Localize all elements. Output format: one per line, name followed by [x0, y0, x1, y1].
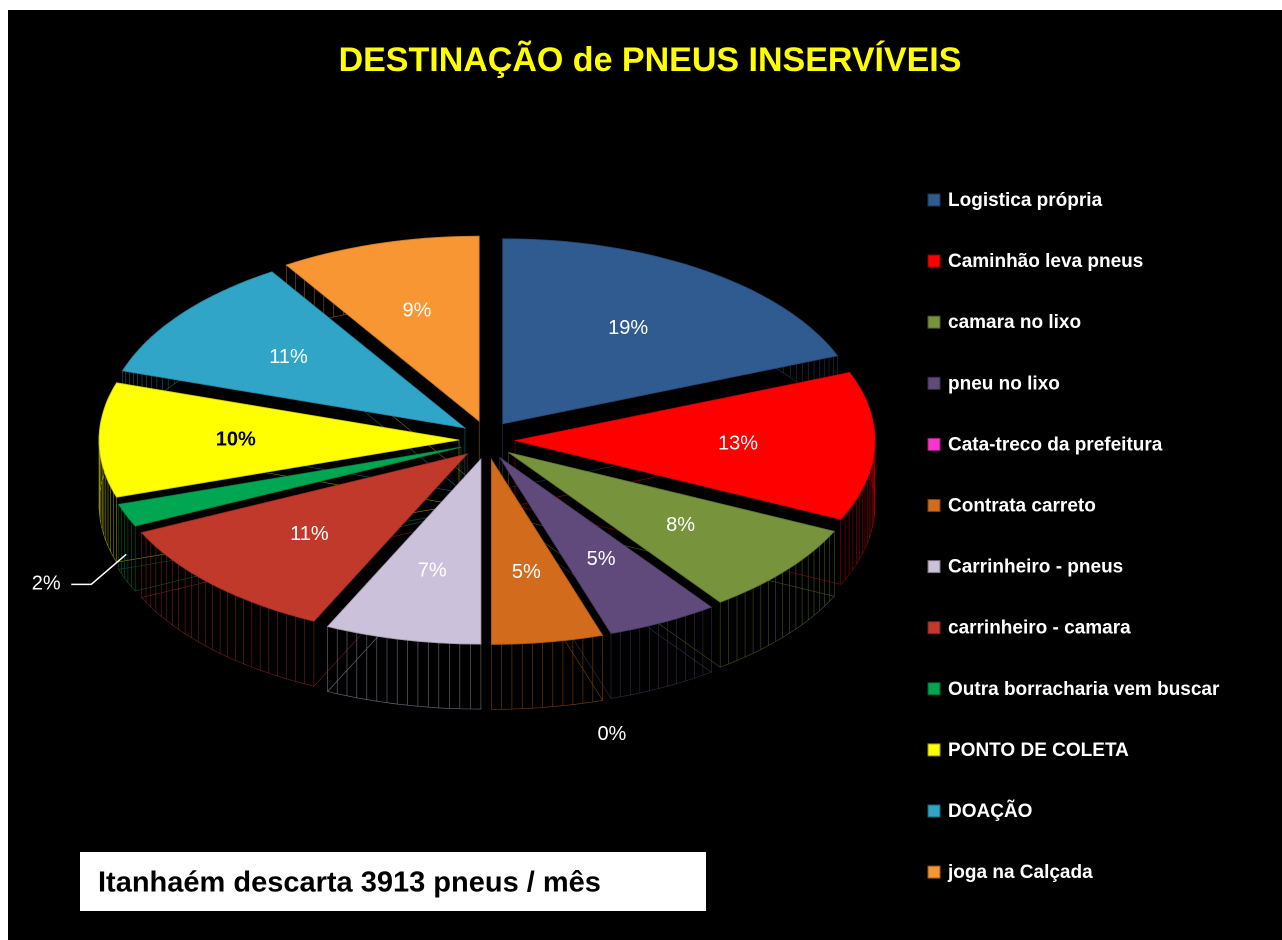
leader-line — [71, 553, 127, 586]
slice-top — [491, 458, 604, 645]
legend-label: pneu no lixo — [948, 373, 1060, 394]
slice-top — [499, 457, 713, 634]
slice-top — [117, 446, 462, 527]
legend-swatch — [927, 437, 941, 451]
legend-swatch — [927, 499, 941, 512]
data-label: 11% — [269, 346, 308, 368]
legend-swatch — [927, 315, 941, 329]
legend-swatch — [927, 804, 941, 818]
data-label: 5% — [587, 548, 616, 570]
legend-label: Logistica própria — [948, 190, 1103, 211]
chart-title: DESTINAÇÃO de PNEUS INSERVÍVEIS — [339, 41, 962, 79]
legend-swatch — [927, 621, 941, 635]
slice — [140, 453, 469, 688]
legend-swatch — [927, 682, 941, 696]
legend-swatch — [927, 560, 941, 574]
legend-label: Outra borracharia vem buscar — [948, 679, 1220, 700]
data-label: 2% — [32, 573, 61, 595]
data-label: 9% — [402, 299, 431, 321]
slice — [502, 238, 839, 490]
legend-swatch — [927, 865, 941, 879]
data-label: 13% — [718, 432, 758, 454]
legend-swatch — [927, 254, 941, 268]
slice — [326, 458, 482, 710]
slice — [285, 235, 480, 487]
slice — [508, 451, 836, 668]
legend-label: DOAÇÃO — [948, 800, 1032, 822]
slice-top — [98, 382, 460, 498]
legend-label: joga na Calçada — [947, 862, 1093, 883]
legend-swatch — [927, 743, 941, 757]
annotation: Itanhaém descarta 3913 pneus / mês — [98, 867, 601, 899]
slice — [491, 458, 604, 710]
legend-swatch — [927, 193, 941, 207]
data-label: 7% — [418, 559, 447, 581]
slice-top — [508, 452, 836, 603]
legend-label: Carrinheiro - pneus — [948, 557, 1123, 578]
slice — [121, 271, 467, 494]
slice-top — [140, 453, 469, 622]
annotation-box — [80, 852, 706, 911]
data-label: 11% — [290, 523, 329, 545]
data-label: 8% — [666, 514, 695, 536]
legend-swatch — [927, 376, 941, 390]
legend-label: PONTO DE COLETA — [948, 740, 1129, 761]
data-label: 19% — [608, 317, 648, 339]
legend-label: camara no lixo — [948, 312, 1081, 333]
data-label: 0% — [597, 723, 626, 745]
slice-top — [121, 271, 467, 429]
legend-label: carrinheiro - camara — [948, 618, 1131, 639]
slice — [514, 371, 876, 586]
data-label: 10% — [216, 428, 256, 450]
data-label: 5% — [512, 561, 541, 583]
slice — [499, 456, 713, 700]
slice-top — [285, 235, 480, 423]
slice — [117, 446, 462, 592]
slice — [98, 381, 460, 564]
legend-label: Cata-treco da prefeitura — [948, 434, 1163, 455]
slice-top — [502, 238, 839, 425]
slice-top — [326, 458, 482, 645]
slice-top — [514, 372, 876, 520]
legend-label: Caminhão leva pneus — [948, 251, 1143, 272]
legend-label: Contrata carreto — [948, 496, 1096, 517]
